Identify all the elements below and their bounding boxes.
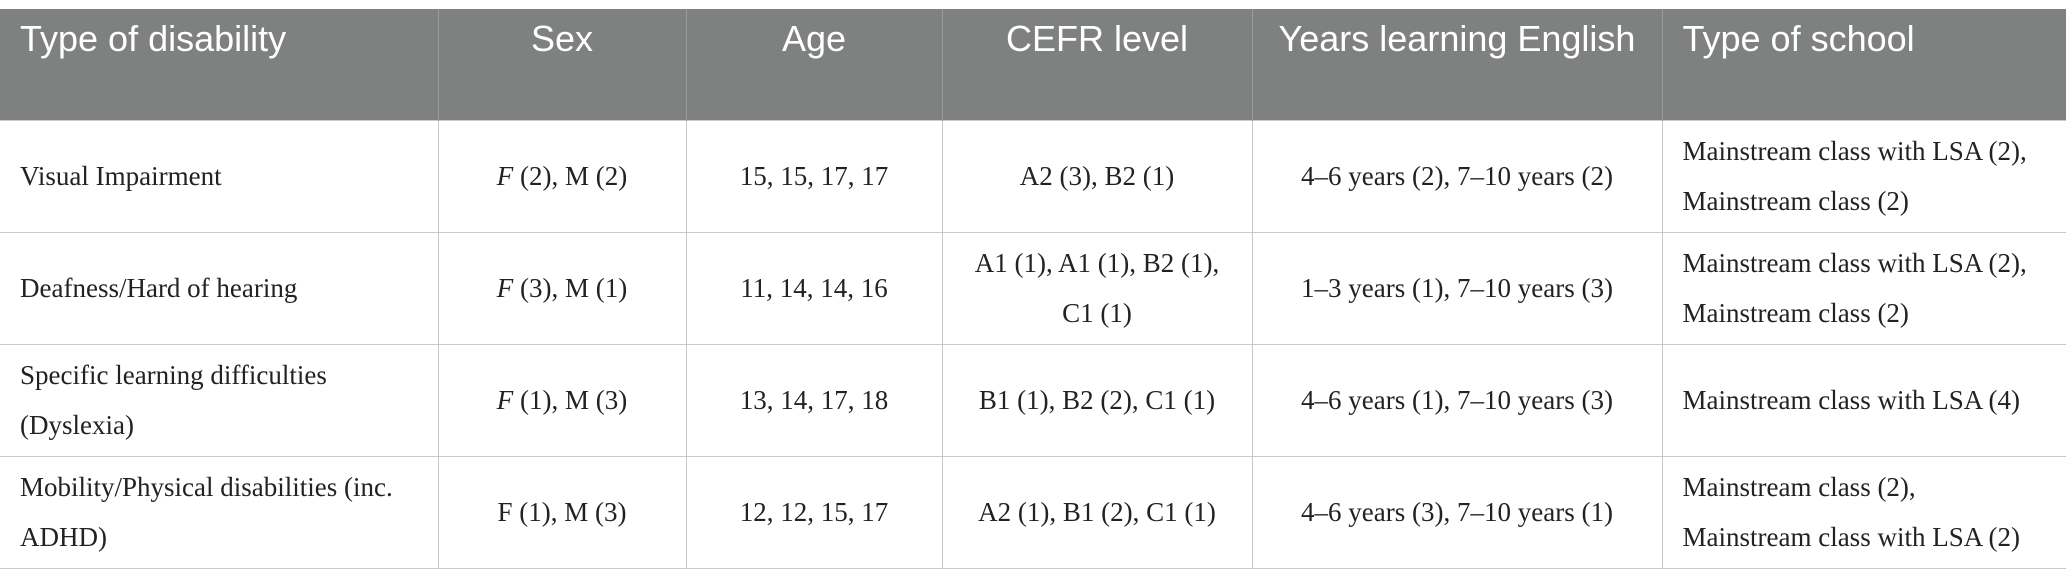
header-type-of-school: Type of school (1662, 9, 2066, 120)
cell-disability: Specific learning difficulties (Dyslexia… (0, 343, 439, 457)
sex-rest: (2), M (2) (513, 161, 628, 191)
cell-school: Mainstream class with LSA (2), Mainstrea… (1661, 119, 2066, 233)
cell-years: 1–3 years (1), 7–10 years (3) (1251, 231, 1663, 345)
cell-sex: F (3), M (1) (437, 231, 687, 345)
cell-disability: Deafness/Hard of hearing (0, 231, 439, 345)
table-row: Mobility/Physical disabilities (inc. ADH… (0, 455, 2066, 569)
cell-school: Mainstream class (2), Mainstream class wi… (1661, 455, 2066, 569)
table-header: Type of disability Sex Age CEFR level Ye… (0, 9, 2066, 120)
table-row: Deafness/Hard of hearing F (3), M (1) 11… (0, 231, 2066, 345)
cell-cefr: A1 (1), A1 (1), B2 (1), C1 (1) (941, 231, 1253, 345)
cell-years: 4–6 years (1), 7–10 years (3) (1251, 343, 1663, 457)
cell-cefr: B1 (1), B2 (2), C1 (1) (941, 343, 1253, 457)
table-body: Visual Impairment F (2), M (2) 15, 15, 1… (0, 119, 2066, 569)
header-age: Age (686, 9, 943, 120)
table-row: Specific learning difficulties (Dyslexia… (0, 343, 2066, 457)
cell-cefr: A2 (3), B2 (1) (941, 119, 1253, 233)
header-cefr-level: CEFR level (942, 9, 1253, 120)
cell-sex: F (1), M (3) (437, 455, 687, 569)
cell-age: 15, 15, 17, 17 (685, 119, 943, 233)
header-years-learning-english: Years learning English (1252, 9, 1663, 120)
cell-age: 12, 12, 15, 17 (685, 455, 943, 569)
sex-rest: (3), M (1) (513, 273, 628, 303)
cell-age: 13, 14, 17, 18 (685, 343, 943, 457)
cell-school: Mainstream class with LSA (4) (1661, 343, 2066, 457)
cell-sex: F (1), M (3) (437, 343, 687, 457)
cell-years: 4–6 years (3), 7–10 years (1) (1251, 455, 1663, 569)
school-line-1: Mainstream class (2), (1682, 472, 1916, 502)
school-line-2: Mainstream class with LSA (2) (1682, 522, 2020, 552)
cell-disability: Mobility/Physical disabilities (inc. ADH… (0, 455, 439, 569)
header-type-of-disability: Type of disability (0, 9, 439, 120)
sex-f-italic: F (496, 161, 514, 191)
cell-disability: Visual Impairment (0, 119, 439, 233)
cell-cefr: A2 (1), B1 (2), C1 (1) (941, 455, 1253, 569)
header-row: Type of disability Sex Age CEFR level Ye… (0, 9, 2066, 120)
cell-school: Mainstream class with LSA (2), Mainstrea… (1661, 231, 2066, 345)
sex-rest: (1), M (3) (513, 385, 628, 415)
participants-table: Type of disability Sex Age CEFR level Ye… (0, 9, 2066, 569)
sex-f-italic: F (496, 385, 514, 415)
sex-f-italic: F (496, 273, 514, 303)
cell-age: 11, 14, 14, 16 (685, 231, 943, 345)
cell-sex: F (2), M (2) (437, 119, 687, 233)
header-sex: Sex (438, 9, 687, 120)
table-row: Visual Impairment F (2), M (2) 15, 15, 1… (0, 119, 2066, 233)
cell-years: 4–6 years (2), 7–10 years (2) (1251, 119, 1663, 233)
